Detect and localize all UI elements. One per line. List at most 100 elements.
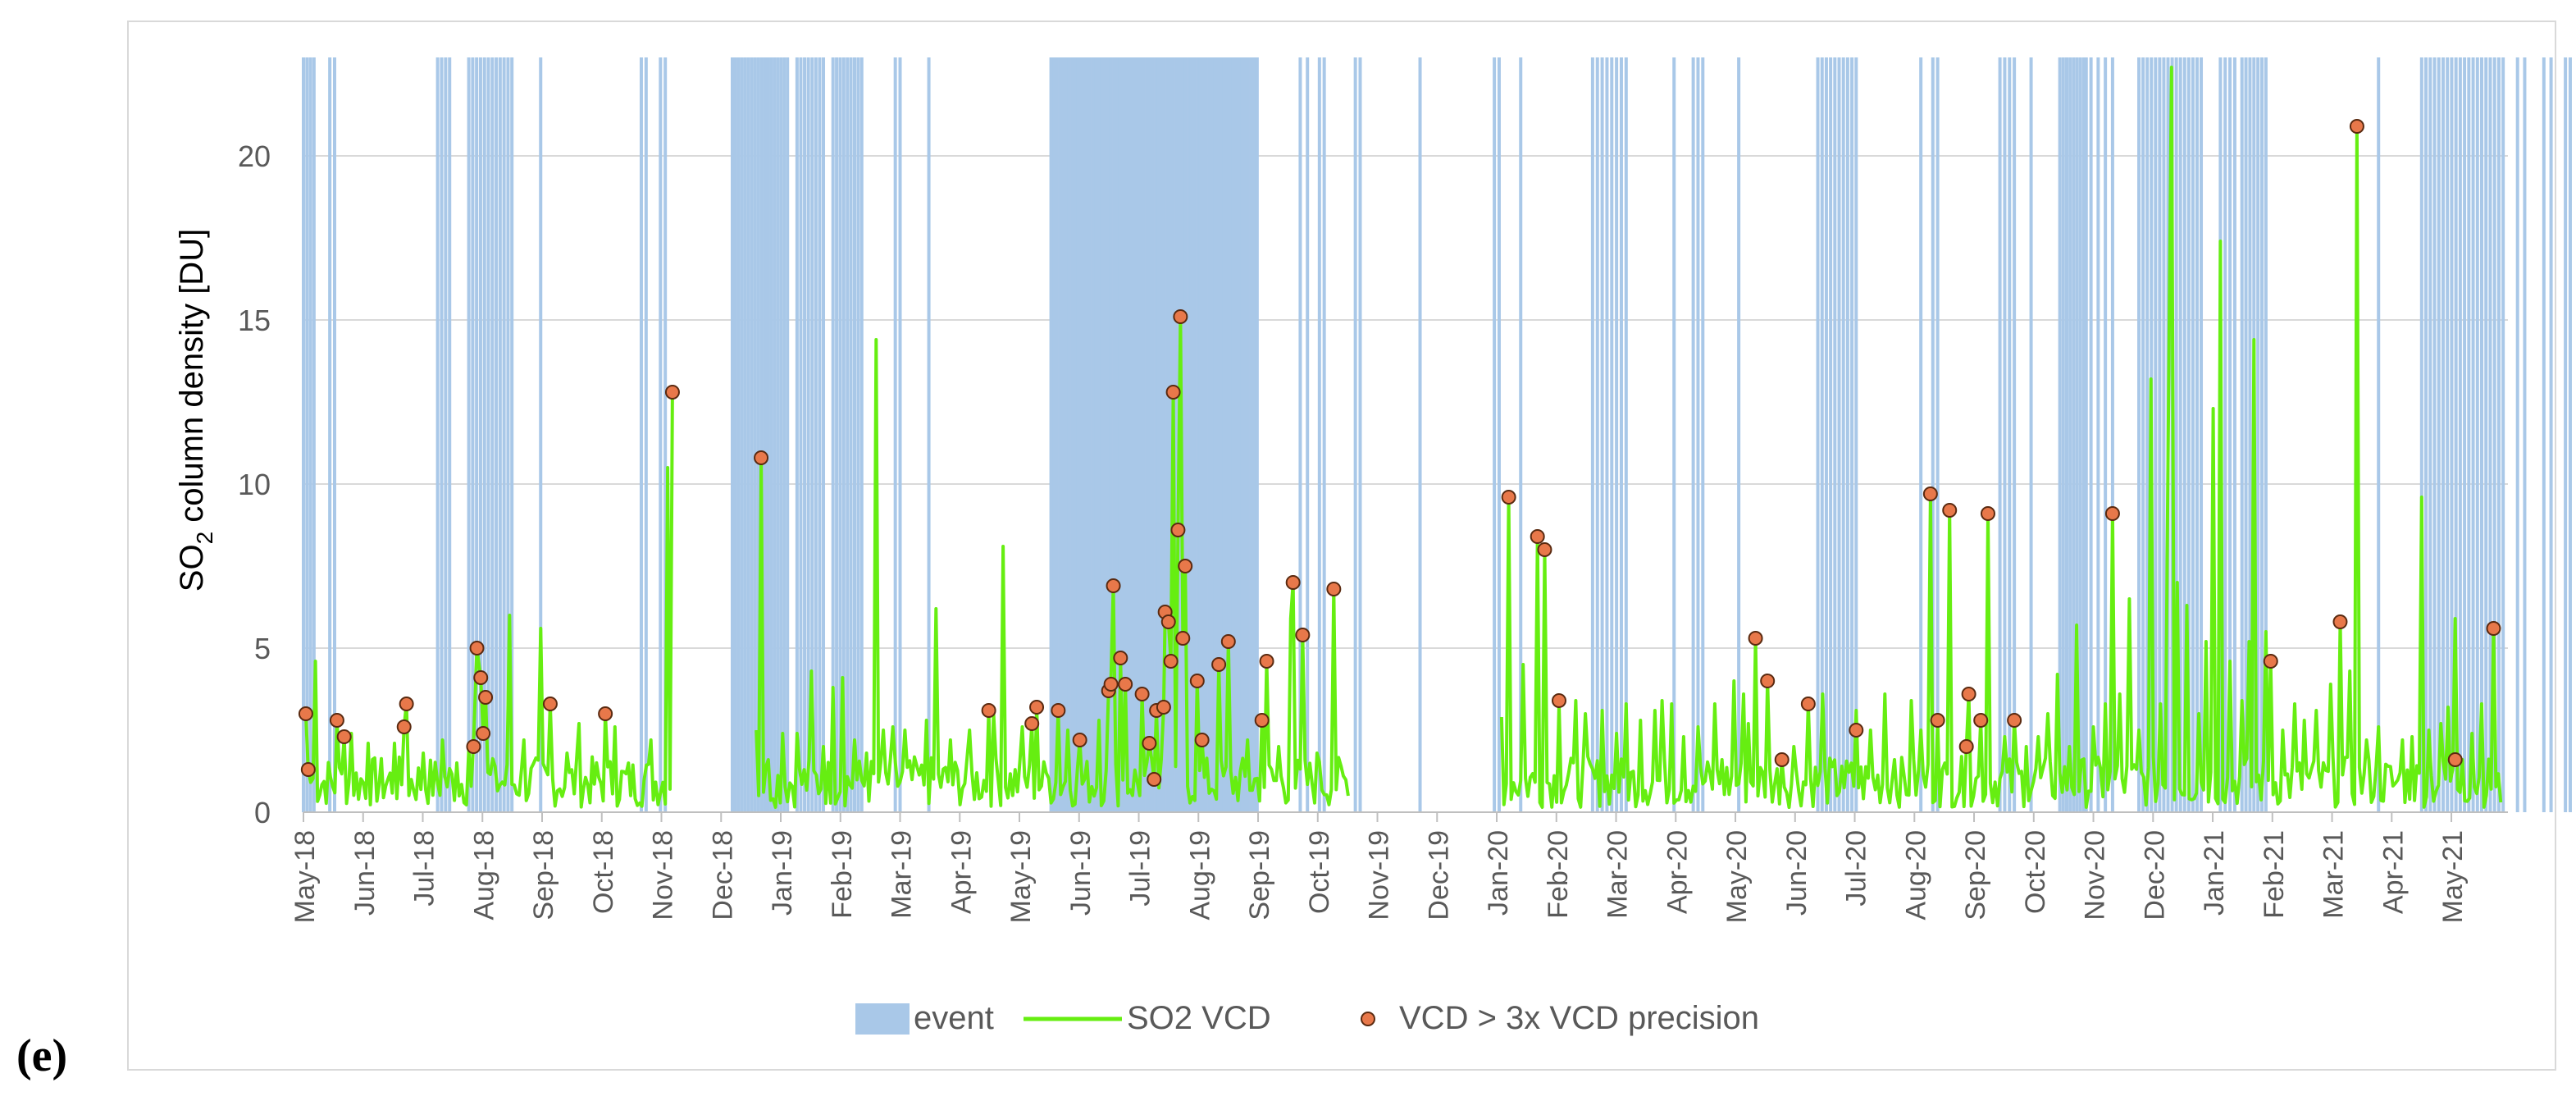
event-bar-36-0 xyxy=(2419,57,2423,812)
precision-marker-33 xyxy=(1165,385,1181,400)
event-bar-7-17 xyxy=(786,57,790,812)
event-bar-9-2 xyxy=(838,57,842,812)
event-bar-23-8 xyxy=(1850,57,1854,812)
event-bar-12-14 xyxy=(1091,57,1095,812)
precision-marker-16 xyxy=(1024,716,1040,731)
x-tick-label-Apr-19: Apr-19 xyxy=(946,830,977,914)
event-bar-19-1 xyxy=(1595,57,1599,812)
precision-marker-56 xyxy=(1922,486,1938,501)
event-bar-17-0 xyxy=(1493,57,1497,812)
event-bar-0-1 xyxy=(305,57,309,812)
x-tick-label-Aug-20: Aug-20 xyxy=(1900,830,1931,920)
precision-marker-12 xyxy=(598,706,613,721)
event-bar-12-12 xyxy=(1085,57,1089,812)
event-bar-36-19 xyxy=(2501,57,2505,812)
event-bar-0-2 xyxy=(308,57,312,812)
x-tick-labels: May-18 Jun-18 Jul-18 Aug-18 Sep-18 Oct-18 Nov-… xyxy=(290,830,2469,923)
precision-marker-52 xyxy=(1760,674,1776,688)
event-bar-12-3 xyxy=(1058,57,1062,812)
event-bar-24-0 xyxy=(1919,57,1923,812)
precision-marker-26 xyxy=(1142,736,1157,751)
event-bar-28-4 xyxy=(2072,57,2076,812)
event-bar-34-0 xyxy=(2240,57,2244,812)
event-bar-23-5 xyxy=(1837,57,1841,812)
event-bar-32-10 xyxy=(2178,57,2182,812)
event-bar-3-1 xyxy=(471,57,475,812)
event-bar-32-13 xyxy=(2191,57,2195,812)
event-bar-16-0 xyxy=(1418,57,1422,812)
x-tick-label-Nov-18: Nov-18 xyxy=(648,830,679,920)
event-bar-8-0 xyxy=(795,57,799,812)
event-bar-12-0 xyxy=(1049,57,1053,812)
event-bar-30-1 xyxy=(2104,57,2108,812)
event-bar-12-7 xyxy=(1070,57,1074,812)
event-bar-10-0 xyxy=(893,57,897,812)
event-bar-7-12 xyxy=(769,57,773,812)
event-bar-12-45 xyxy=(1183,57,1188,812)
event-bar-26-0 xyxy=(1998,57,2002,812)
precision-marker-24 xyxy=(1118,677,1133,692)
event-bar-12-37 xyxy=(1160,57,1164,812)
precision-marker-67 xyxy=(2349,119,2364,134)
event-bar-38-0 xyxy=(2542,57,2546,812)
event-bar-12-1 xyxy=(1052,57,1056,812)
event-bar-34-6 xyxy=(2264,57,2268,812)
x-tick-label-Feb-19: Feb-19 xyxy=(827,830,858,919)
legend-label-so2-vcd: SO2 VCD xyxy=(1127,1000,1271,1036)
event-bar-7-13 xyxy=(773,57,777,812)
precision-marker-36 xyxy=(1175,631,1191,646)
event-bar-15-1 xyxy=(1358,57,1362,812)
event-bar-7-9 xyxy=(759,57,764,812)
event-bar-3-5 xyxy=(486,57,490,812)
event-bar-12-46 xyxy=(1187,57,1191,812)
precision-marker-35 xyxy=(1173,309,1188,324)
event-bar-36-5 xyxy=(2441,57,2445,812)
event-bar-30-0 xyxy=(2096,57,2100,812)
event-bar-26-1 xyxy=(2003,57,2007,812)
event-bar-3-6 xyxy=(490,57,495,812)
precision-marker-41 xyxy=(1220,634,1236,649)
precision-marker-38 xyxy=(1189,674,1205,688)
event-bar-34-1 xyxy=(2244,57,2248,812)
event-bar-32-6 xyxy=(2162,57,2166,812)
legend-swatch-precision-marker xyxy=(1361,1012,1375,1026)
panel-label: (e) xyxy=(16,1030,67,1081)
precision-marker-61 xyxy=(1973,713,1989,728)
event-bar-32-14 xyxy=(2195,57,2199,812)
precision-marker-25 xyxy=(1134,687,1150,701)
y-axis-title: SO2 column density [DU] xyxy=(174,229,217,592)
precision-marker-27 xyxy=(1147,772,1162,787)
x-tick-label-Jun-19: Jun-19 xyxy=(1065,830,1097,916)
event-bar-12-29 xyxy=(1136,57,1140,812)
event-bar-21-0 xyxy=(1691,57,1695,812)
precision-marker-31 xyxy=(1160,614,1176,629)
x-tick-label-Jun-20: Jun-20 xyxy=(1781,830,1812,916)
event-bar-36-13 xyxy=(2475,57,2479,812)
event-bar-12-33 xyxy=(1147,57,1151,812)
event-bar-12-22 xyxy=(1115,57,1119,812)
precision-marker-2 xyxy=(329,713,344,728)
event-bar-8-7 xyxy=(822,57,826,812)
event-bar-36-8 xyxy=(2454,57,2458,812)
precision-marker-18 xyxy=(1051,703,1066,718)
precision-marker-64 xyxy=(2104,506,2120,521)
event-bar-12-51 xyxy=(1201,57,1206,812)
event-bar-36-4 xyxy=(2437,57,2441,812)
precision-marker-42 xyxy=(1254,713,1270,728)
x-tick-label-Sep-18: Sep-18 xyxy=(528,830,559,920)
x-tick-label-Oct-18: Oct-18 xyxy=(588,830,619,914)
precision-marker-44 xyxy=(1285,575,1301,590)
event-bar-1-0 xyxy=(328,57,332,812)
event-bar-23-2 xyxy=(1824,57,1828,812)
event-bar-32-2 xyxy=(2145,57,2150,812)
event-bar-19-7 xyxy=(1624,57,1628,812)
precision-marker-4 xyxy=(396,719,412,734)
precision-marker-43 xyxy=(1259,654,1274,669)
event-bar-3-0 xyxy=(467,57,471,812)
event-bar-36-10 xyxy=(2463,57,2467,812)
event-bar-3-4 xyxy=(482,57,486,812)
precision-marker-29 xyxy=(1156,700,1171,715)
event-bar-7-4 xyxy=(743,57,747,812)
event-bar-35-0 xyxy=(2377,57,2381,812)
event-bar-12-6 xyxy=(1067,57,1071,812)
